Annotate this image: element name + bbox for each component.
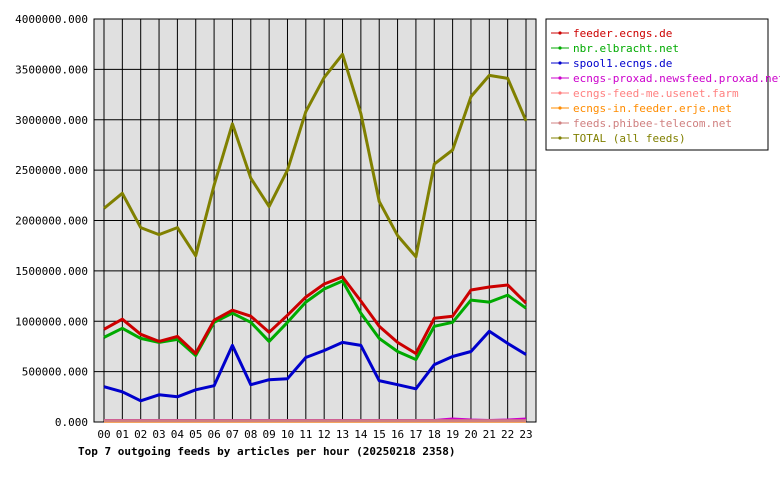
x-tick-label: 19 [446,428,459,441]
x-tick-label: 12 [318,428,331,441]
legend-marker [558,61,562,65]
legend-label: ecngs-proxad.newsfeed.proxad.net [573,72,780,85]
x-tick-label: 10 [281,428,294,441]
y-tick-label: 4000000.000 [15,13,88,26]
x-tick-label: 04 [171,428,185,441]
x-tick-label: 21 [483,428,496,441]
legend-label: feeds.phibee-telecom.net [573,117,732,130]
legend-marker [558,136,562,140]
legend-marker [558,76,562,80]
y-tick-label: 0.000 [55,416,88,429]
x-tick-label: 02 [134,428,147,441]
x-tick-label: 18 [428,428,441,441]
legend-label: feeder.ecngs.de [573,27,672,40]
x-axis-ticks: 00 01 02 03 04 05 06 07 08 09 10 11 12 13 14 15 16 17 18 19… [97,428,532,441]
y-axis-ticks: 0.000 500000.000 1000000.000 1500000.000 200… [15,13,88,429]
series-line [103,279,527,361]
legend-label: ecngs-feed-me.usenet.farm [573,87,739,100]
series-line [103,329,527,403]
y-tick-label: 500000.000 [22,366,88,379]
legend-box [545,18,769,151]
y-tick-label: 1500000.000 [15,265,88,278]
y-tick-label: 2500000.000 [15,164,88,177]
y-tick-label: 2000000.000 [15,215,88,228]
x-tick-label: 07 [226,428,239,441]
legend-marker [558,106,562,110]
legend-marker [558,91,562,95]
legend-marker [558,46,562,50]
x-tick-label: 23 [519,428,532,441]
y-tick-label: 3500000.000 [15,63,88,76]
x-tick-label: 06 [207,428,220,441]
legend-marker [558,121,562,125]
x-tick-label: 20 [464,428,477,441]
x-tick-label: 15 [373,428,386,441]
series-line [103,275,528,355]
x-tick-label: 03 [152,428,165,441]
x-tick-label: 09 [263,428,276,441]
legend-label: ecngs-in.feeder.erje.net [573,102,732,115]
legend-marker [558,31,562,35]
x-tick-label: 11 [299,428,312,441]
x-tick-label: 14 [354,428,368,441]
y-tick-label: 3000000.000 [15,114,88,127]
chart-title: Top 7 outgoing feeds by articles per hou… [78,445,456,458]
x-tick-label: 22 [501,428,514,441]
x-tick-label: 01 [116,428,129,441]
x-tick-label: 16 [391,428,404,441]
series-lines [103,52,528,423]
x-tick-label: 08 [244,428,257,441]
y-tick-label: 1000000.000 [15,315,88,328]
x-tick-label: 17 [409,428,422,441]
x-tick-label: 13 [336,428,349,441]
x-tick-label: 00 [97,428,110,441]
legend-label: TOTAL (all feeds) [573,132,686,145]
x-tick-label: 05 [189,428,202,441]
series-line [103,52,528,259]
legend-label: spool1.ecngs.de [573,57,672,70]
legend-label: nbr.elbracht.net [573,42,679,55]
legend: feeder.ecngs.de nbr.elbracht.net spool1.ec… [545,18,780,151]
